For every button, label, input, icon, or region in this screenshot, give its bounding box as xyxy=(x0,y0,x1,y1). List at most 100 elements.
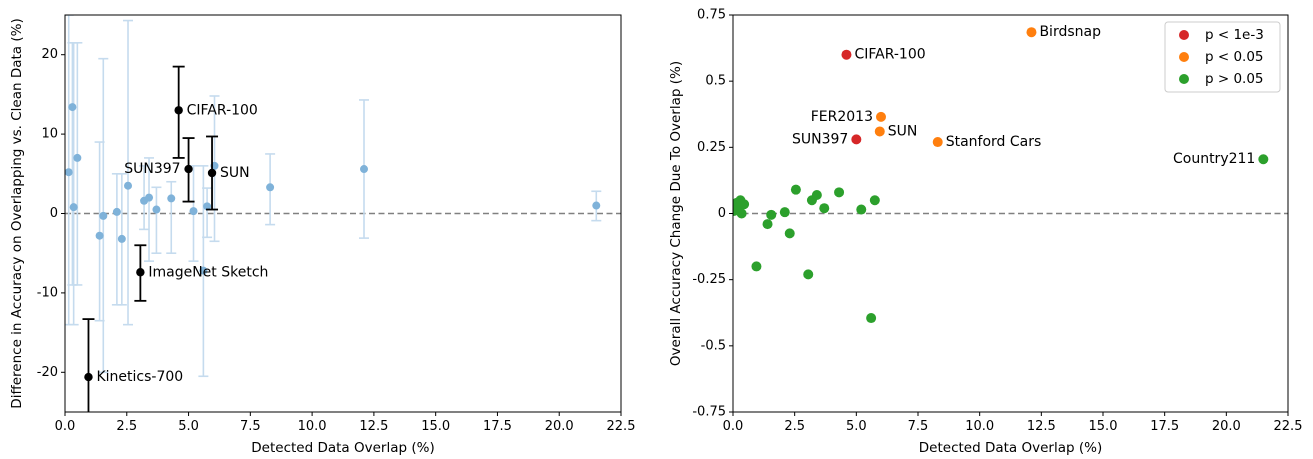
y-tick-label: -0.25 xyxy=(692,272,726,287)
point-label: SUN397 xyxy=(792,131,848,147)
data-point-sun397 xyxy=(851,134,862,145)
legend-label: p > 0.05 xyxy=(1205,71,1264,87)
x-axis-label: Detected Data Overlap (%) xyxy=(251,440,434,456)
legend-marker xyxy=(1179,30,1189,40)
data-point xyxy=(856,204,867,215)
data-point xyxy=(739,199,750,210)
y-tick-label: 0 xyxy=(718,206,726,221)
highlight-point xyxy=(184,164,193,174)
panel-1: CIFAR-100 SUN397 SUN ImageNet Sketch Kinetic… xyxy=(9,14,636,456)
y-tick-label: 10 xyxy=(41,127,58,142)
data-point xyxy=(124,181,133,190)
highlight-point xyxy=(207,168,217,178)
data-point xyxy=(751,261,762,272)
x-tick-label: 22.5 xyxy=(607,419,636,434)
point-label: Country211 xyxy=(1173,151,1255,167)
y-tick-label: -0.5 xyxy=(701,338,726,353)
legend: p < 1e-3 p < 0.05 p > 0.05 xyxy=(1164,21,1281,93)
highlight-point xyxy=(84,372,93,382)
y-axis-label: Difference in Accuracy on Overlapping vs… xyxy=(9,18,25,408)
data-point xyxy=(811,189,822,200)
data-point xyxy=(360,165,369,174)
data-point xyxy=(203,202,212,211)
highlight-point xyxy=(174,106,183,115)
point-label: CIFAR-100 xyxy=(187,102,258,118)
x-tick-label: 12.5 xyxy=(1027,419,1056,434)
data-point xyxy=(819,203,830,214)
x-tick-label: 2.5 xyxy=(784,419,805,434)
y-tick-label: 20 xyxy=(41,47,58,62)
data-point xyxy=(766,209,777,220)
x-tick-label: 17.5 xyxy=(1150,419,1179,434)
x-tick-label: 15.0 xyxy=(421,419,450,434)
x-tick-label: 20.0 xyxy=(1212,419,1241,434)
legend-frame xyxy=(1164,21,1281,93)
x-tick-label: 5.0 xyxy=(846,419,867,434)
panel-2: CIFAR-100 SUN397 Birdsnap FER2013 SUN Stanfor… xyxy=(668,8,1302,457)
data-point-stanford-cars xyxy=(932,137,943,148)
data-point xyxy=(784,228,795,239)
point-label: ImageNet Sketch xyxy=(148,264,268,280)
x-tick-label: 10.0 xyxy=(298,419,327,434)
x-tick-label: 7.5 xyxy=(908,419,929,434)
data-point-birdsnap xyxy=(1026,27,1037,38)
legend-marker xyxy=(1179,52,1189,62)
x-tick-label: 15.0 xyxy=(1089,419,1118,434)
point-label: CIFAR-100 xyxy=(854,47,925,63)
data-point xyxy=(779,207,790,218)
data-point xyxy=(99,211,108,220)
data-point xyxy=(592,201,601,210)
plot-area xyxy=(65,15,621,412)
data-point-fer2013 xyxy=(876,111,886,122)
data-point-country211 xyxy=(1258,154,1269,165)
data-point xyxy=(266,183,275,192)
x-tick-label: 0.0 xyxy=(723,419,744,434)
point-label: Stanford Cars xyxy=(946,134,1042,150)
y-tick-label: 0.5 xyxy=(705,74,726,89)
y-tick-label: 0.25 xyxy=(697,140,726,155)
y-tick-label: -20 xyxy=(37,365,58,380)
data-point xyxy=(834,187,845,198)
x-axis-label: Detected Data Overlap (%) xyxy=(919,440,1102,456)
point-label: Kinetics-700 xyxy=(96,369,183,385)
x-tick-label: 10.0 xyxy=(965,419,994,434)
data-point xyxy=(68,103,77,112)
data-point xyxy=(736,208,747,219)
data-point xyxy=(69,203,78,212)
data-point xyxy=(189,207,198,216)
y-tick-label: -0.75 xyxy=(692,405,726,420)
point-label: FER2013 xyxy=(811,109,873,125)
plot-area xyxy=(733,27,1288,324)
x-tick-label: 5.0 xyxy=(178,419,199,434)
data-point-sun xyxy=(874,126,885,137)
data-point xyxy=(112,207,121,216)
y-tick-label: 0 xyxy=(50,206,58,221)
y-axis-label: Overall Accuracy Change Due To Overlap (… xyxy=(668,61,684,366)
data-point xyxy=(762,219,773,230)
data-point xyxy=(73,153,82,162)
highlight-point xyxy=(136,268,145,277)
point-label: SUN xyxy=(220,165,250,181)
data-point xyxy=(866,313,877,324)
y-tick-label: 0.75 xyxy=(697,8,726,23)
data-point xyxy=(803,269,814,280)
data-point xyxy=(199,266,208,275)
legend-marker xyxy=(1179,74,1189,84)
x-tick-label: 0.0 xyxy=(55,419,76,434)
x-tick-label: 12.5 xyxy=(359,419,388,434)
legend-label: p < 1e-3 xyxy=(1205,27,1264,43)
data-point xyxy=(167,194,176,203)
x-tick-label: 17.5 xyxy=(483,419,512,434)
point-label: Birdsnap xyxy=(1039,24,1101,40)
data-point xyxy=(869,195,880,206)
point-label: SUN397 xyxy=(124,161,180,177)
x-tick-label: 22.5 xyxy=(1274,419,1303,434)
data-point xyxy=(145,193,154,202)
data-point xyxy=(95,231,104,240)
point-label: SUN xyxy=(888,123,918,139)
legend-label: p < 0.05 xyxy=(1205,49,1264,65)
data-point xyxy=(65,168,73,177)
x-tick-label: 20.0 xyxy=(545,419,574,434)
x-tick-label: 2.5 xyxy=(116,419,137,434)
data-point-cifar-100 xyxy=(841,49,852,60)
